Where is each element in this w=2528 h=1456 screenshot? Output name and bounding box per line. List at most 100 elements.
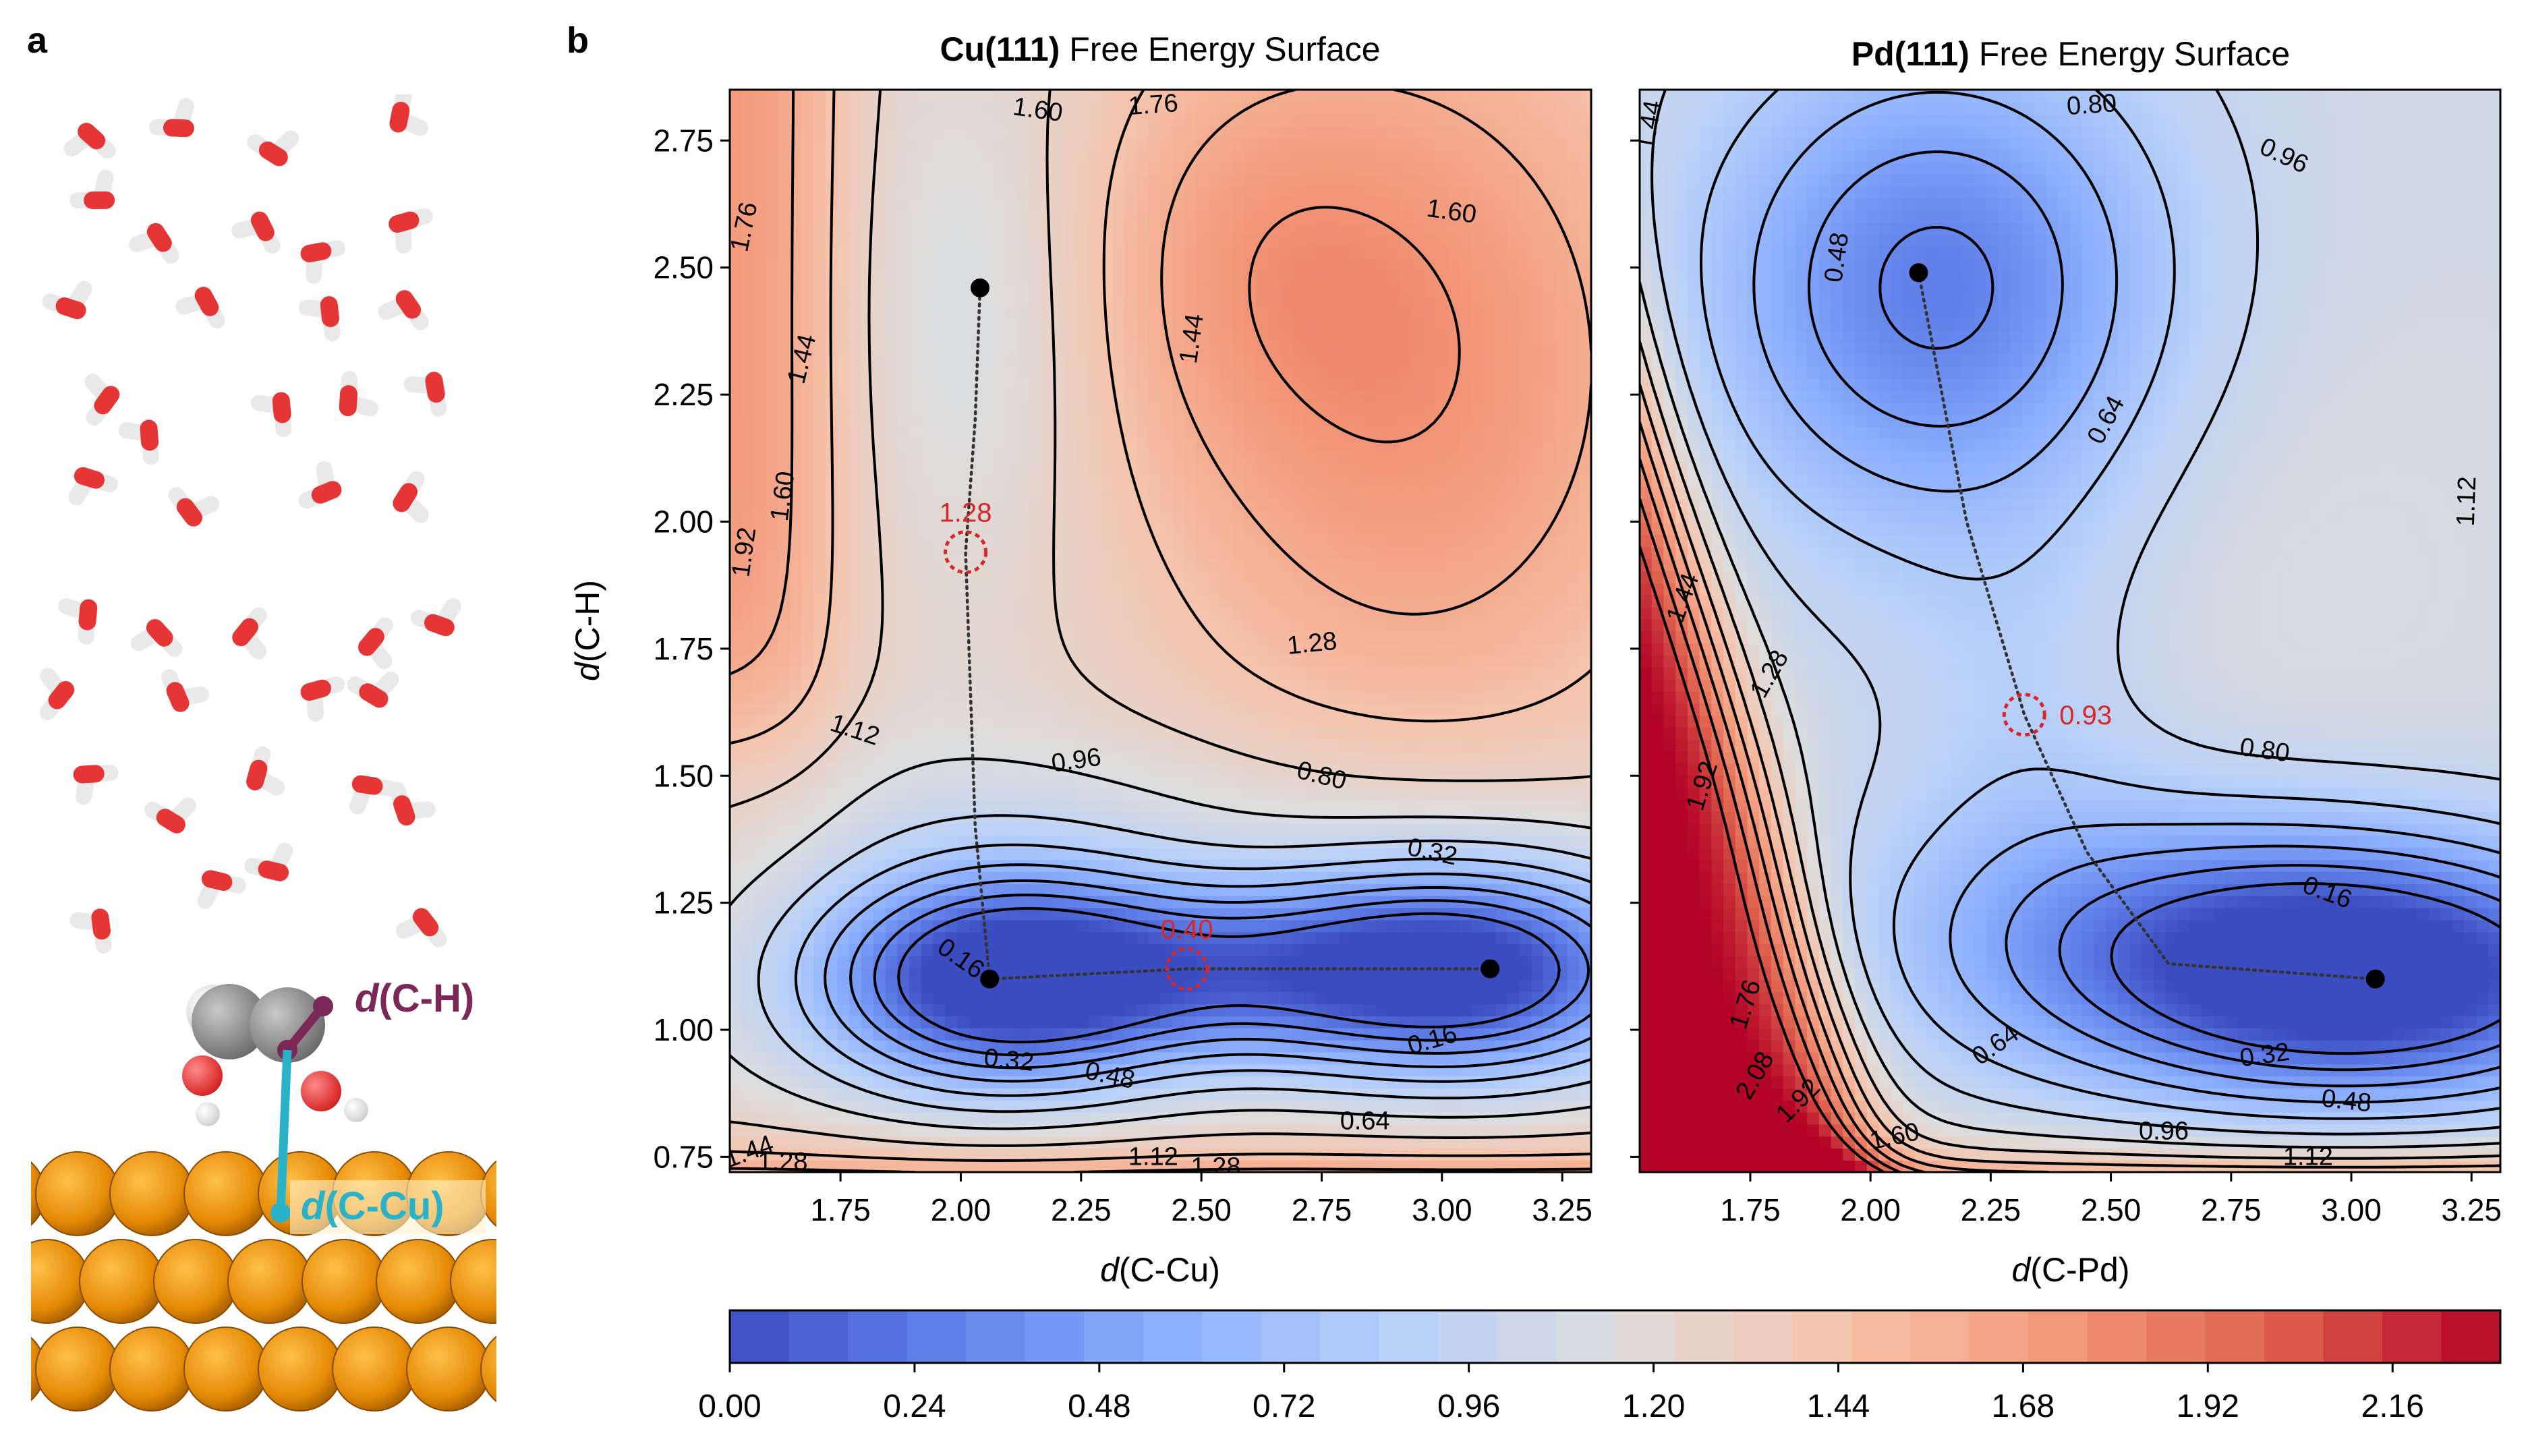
energy-cell [1412,655,1425,668]
energy-cell [1172,643,1185,656]
energy-cell [1531,727,1544,740]
energy-cell [730,342,743,355]
energy-cell [1137,583,1149,595]
energy-cell [1352,402,1364,415]
energy-cell [766,378,778,391]
energy-cell [849,354,862,367]
energy-cell [1495,1064,1508,1077]
energy-cell [945,426,958,439]
energy-cell [1016,847,1030,861]
energy-cell [1387,1076,1401,1088]
energy-cell [801,1136,814,1149]
energy-cell [1447,558,1460,572]
energy-cell [1471,847,1485,861]
energy-cell [1543,643,1556,656]
energy-cell [897,739,910,752]
energy-cell [1029,462,1041,475]
energy-cell [1148,511,1161,523]
energy-cell [1148,1064,1161,1077]
energy-cell [1435,1003,1448,1016]
energy-cell [777,1100,791,1113]
energy-cell [1579,787,1591,800]
energy-cell [813,1016,826,1028]
energy-cell [1555,402,1568,415]
energy-cell [981,678,994,692]
energy-cell [1256,739,1269,752]
energy-cell [1137,595,1149,608]
energy-cell [741,474,755,488]
energy-cell [1100,667,1114,680]
energy-cell [1507,1100,1520,1113]
energy-cell [861,1124,874,1137]
energy-cell [1076,354,1089,367]
energy-cell [789,787,803,800]
energy-cell [753,583,767,595]
energy-cell [1076,498,1089,511]
energy-cell [1089,979,1101,993]
energy-cell [1400,799,1412,812]
energy-cell [921,1003,934,1016]
energy-cell [1519,438,1532,451]
energy-cell [1160,799,1174,812]
energy-cell [921,859,934,872]
energy-cell [1029,715,1041,728]
energy-cell [1280,618,1293,632]
energy-cell [1375,595,1389,608]
energy-cell [789,583,803,595]
hydrogen-atom [344,1098,368,1122]
energy-cell [730,943,743,956]
energy-cell [1220,426,1233,439]
energy-cell [1423,667,1437,680]
energy-cell [1244,678,1257,692]
energy-cell [1352,378,1364,391]
energy-cell [1543,931,1556,944]
energy-cell [1375,667,1389,680]
energy-cell [1016,678,1030,692]
energy-cell [957,1136,970,1149]
hydrogen-atom [196,1102,220,1126]
energy-cell [849,1016,862,1028]
energy-cell [1519,474,1532,488]
energy-cell [1016,691,1030,704]
energy-cell [1400,378,1412,391]
energy-cell [730,618,743,632]
energy-cell [1232,787,1245,800]
energy-cell [837,402,851,415]
energy-cell [1507,606,1520,620]
energy-cell [1029,1160,1041,1172]
energy-cell [837,450,851,463]
energy-cell [1531,1088,1544,1101]
energy-cell [1220,943,1233,956]
energy-cell [1555,799,1568,812]
energy-cell [957,775,970,788]
energy-cell [1076,1160,1089,1172]
water-molecule [250,392,292,438]
energy-cell [1076,546,1089,560]
energy-cell [1112,534,1126,548]
energy-cell [1137,1124,1149,1137]
energy-cell [766,546,778,560]
energy-cell [981,775,994,788]
energy-cell [1280,787,1293,800]
energy-cell [777,871,791,884]
energy-cell [1579,835,1591,848]
energy-cell [1387,1100,1401,1113]
energy-cell [741,1028,755,1041]
energy-cell [1137,474,1149,488]
energy-cell [1531,1136,1544,1149]
energy-cell [1292,703,1305,716]
energy-cell [1004,811,1018,824]
energy-cell [1137,534,1149,548]
energy-cell [766,354,778,367]
energy-cell [1483,1124,1496,1137]
energy-cell [1483,643,1496,656]
energy-cell [1352,606,1364,620]
energy-cell [1268,511,1281,523]
energy-cell [1459,486,1472,500]
energy-cell [1064,474,1078,488]
energy-cell [753,703,767,716]
energy-cell [1004,895,1018,908]
energy-cell [1148,426,1161,439]
energy-cell [837,991,851,1005]
energy-cell [1459,1003,1472,1016]
